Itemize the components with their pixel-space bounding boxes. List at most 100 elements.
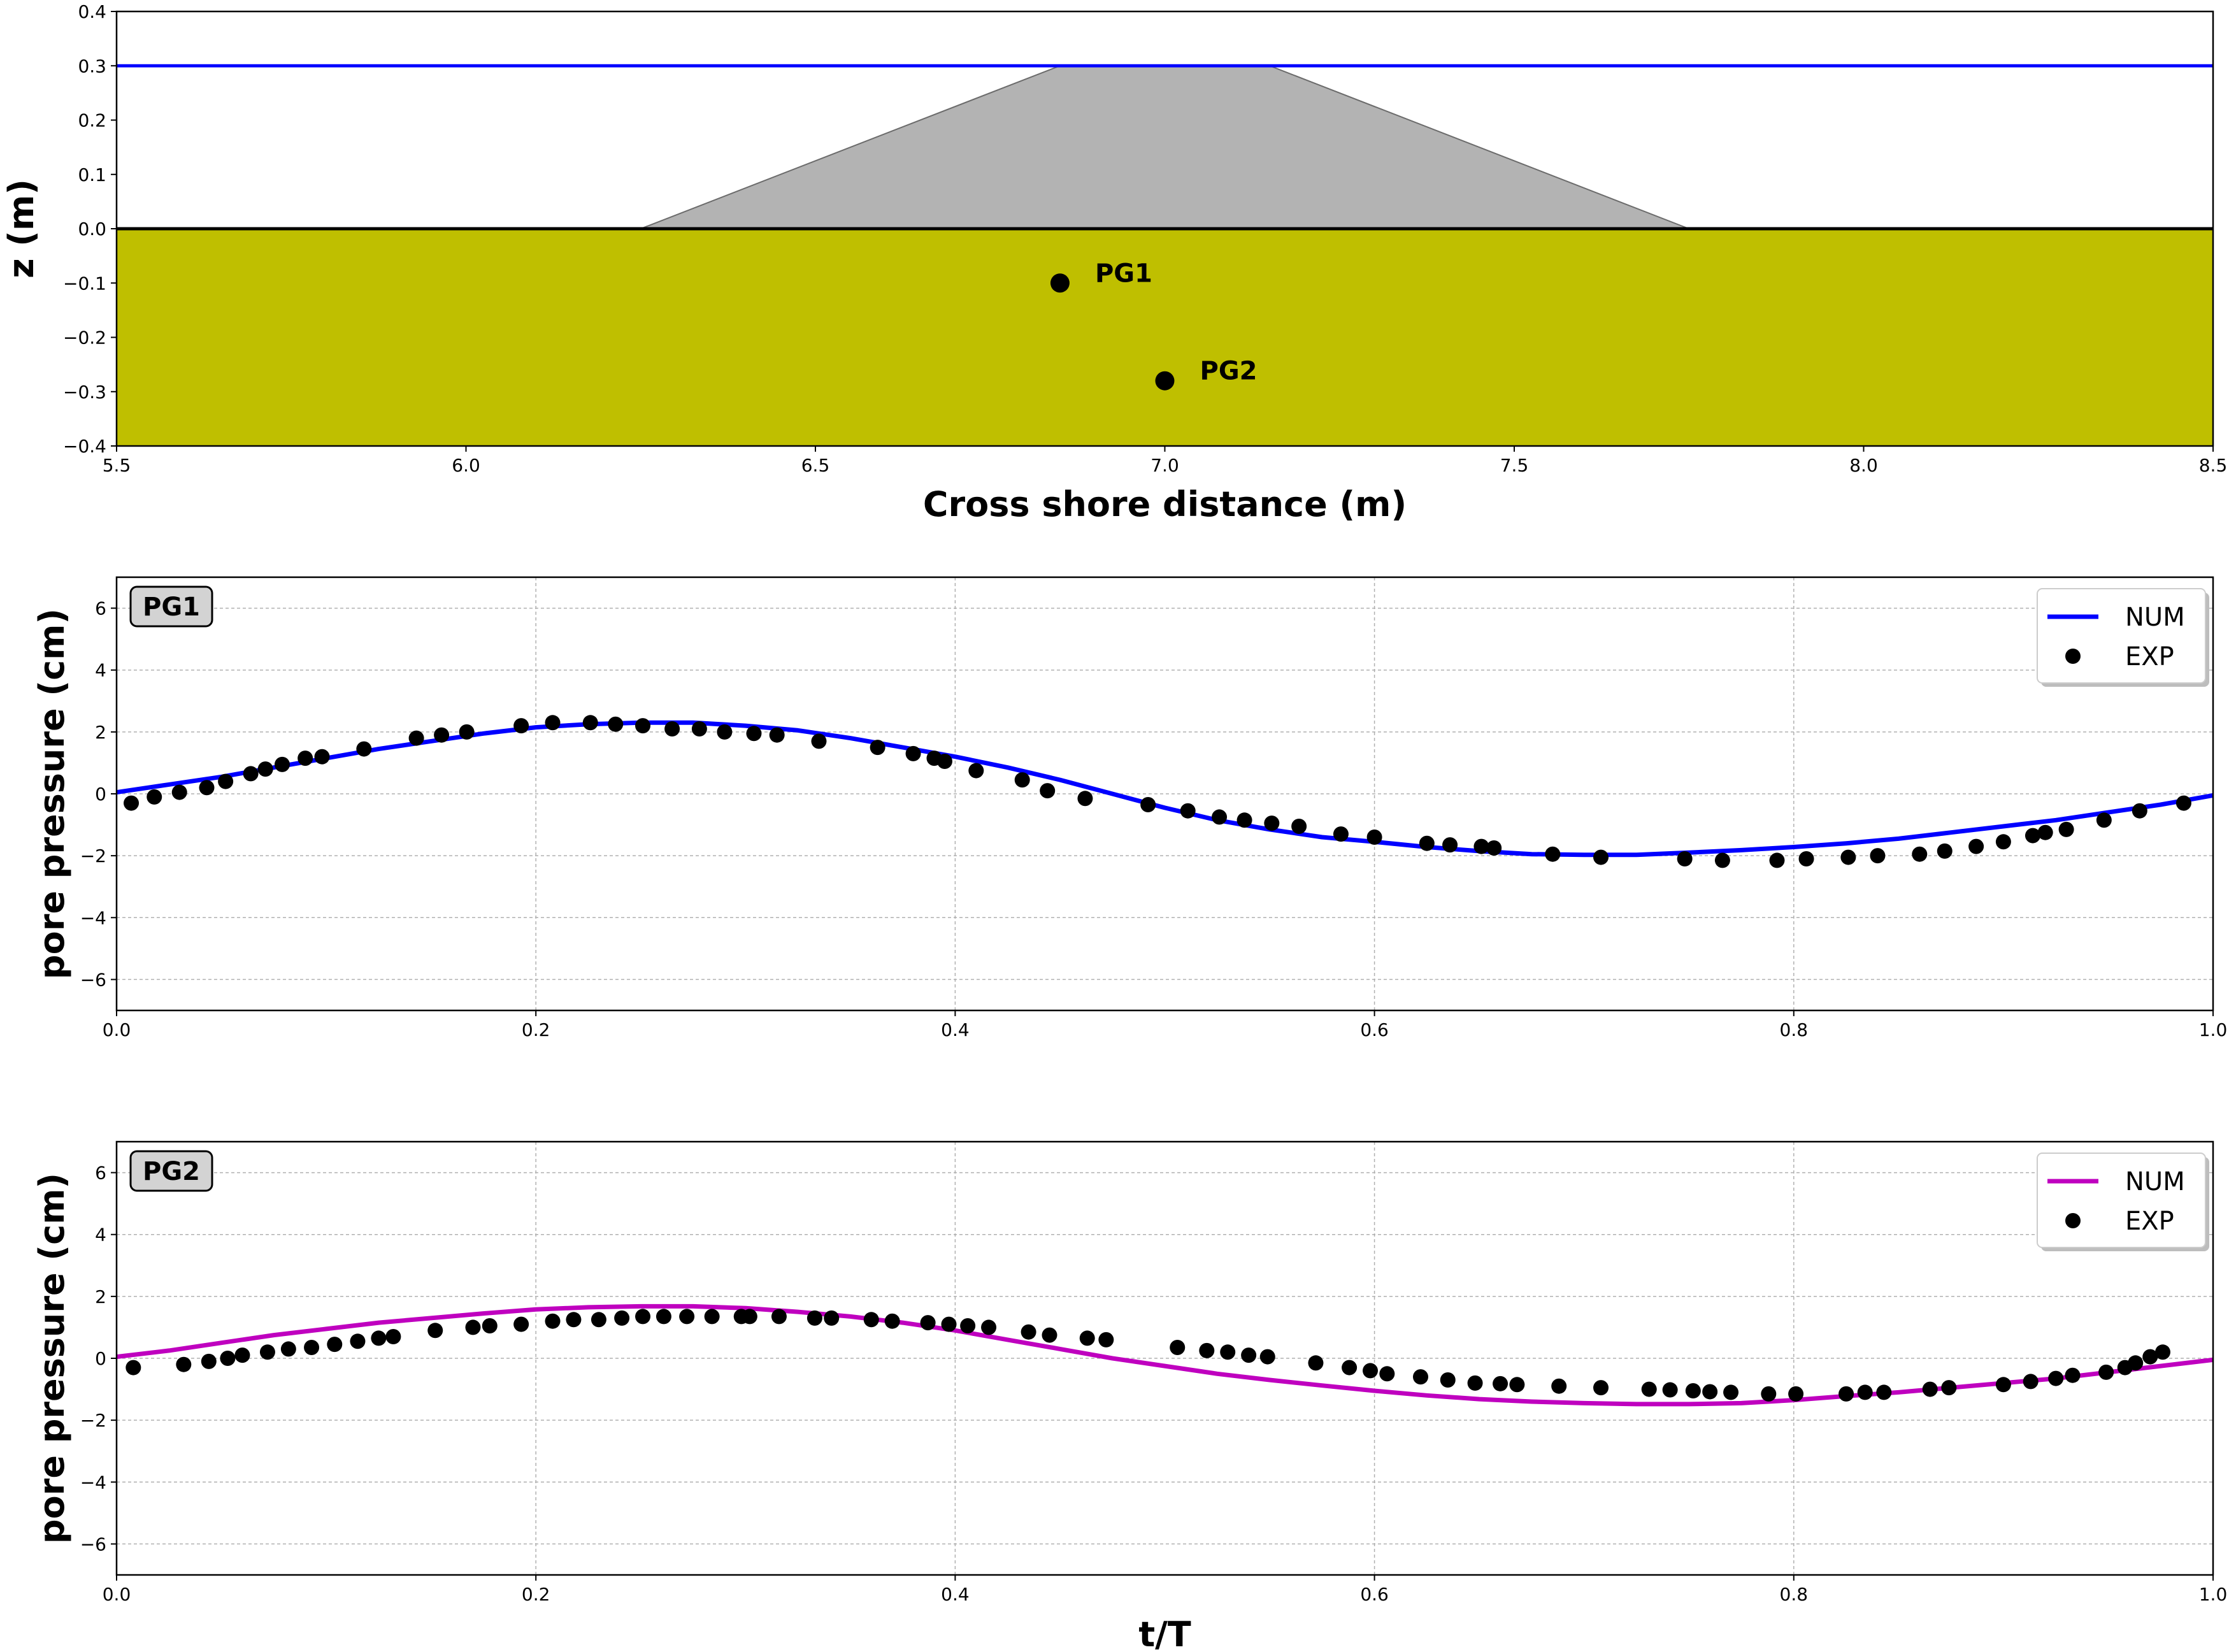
exp-data-point (1509, 1377, 1525, 1393)
exp-data-point (2142, 1349, 2158, 1365)
exp-data-point (656, 1309, 671, 1325)
exp-data-point (545, 1313, 561, 1329)
exp-data-point (1042, 1327, 1057, 1343)
exp-data-point (371, 1330, 387, 1346)
exp-data-point (679, 1309, 695, 1325)
exp-data-point (1702, 1384, 1718, 1400)
y-tick-label: 6 (95, 1163, 106, 1184)
y-tick-label: −2 (80, 1410, 106, 1431)
exp-data-point (1333, 826, 1349, 842)
x-tick-label: 0.8 (1780, 1019, 1809, 1040)
exp-data-point (1419, 835, 1435, 851)
exp-data-point (2048, 1370, 2064, 1386)
exp-data-point (2175, 795, 2191, 811)
x-tick-label: 0.4 (941, 1019, 970, 1040)
exp-data-point (1486, 840, 1502, 856)
exp-data-point (234, 1347, 250, 1363)
exp-data-point (125, 1360, 141, 1375)
exp-data-point (171, 784, 187, 800)
y-tick-label: 0 (95, 784, 106, 805)
seabed-area (117, 229, 2213, 446)
x-tick-label: 0.0 (103, 1584, 131, 1605)
exp-data-point (176, 1356, 192, 1372)
exp-data-point (513, 1316, 529, 1332)
exp-data-point (545, 715, 561, 731)
y-tick-label: 4 (95, 1225, 106, 1246)
y-tick-label: −4 (80, 1472, 106, 1493)
exp-data-point (1264, 815, 1280, 831)
exp-data-point (1241, 1347, 1257, 1363)
x-tick-label: 6.5 (801, 455, 830, 476)
exp-data-point (1685, 1383, 1701, 1398)
exp-data-point (314, 749, 330, 765)
exp-data-point (459, 724, 475, 740)
panel-tag-label: PG1 (143, 593, 200, 622)
exp-data-point (1922, 1381, 1938, 1397)
legend-exp-swatch (2065, 649, 2081, 664)
exp-data-point (1769, 852, 1785, 868)
exp-data-point (1236, 812, 1252, 828)
y-tick-label: 6 (95, 598, 106, 619)
exp-data-point (1021, 1324, 1036, 1340)
exp-data-point (811, 733, 827, 749)
x-tick-label: 1.0 (2199, 1019, 2228, 1040)
exp-data-point (297, 751, 313, 766)
exp-data-point (350, 1333, 366, 1349)
exp-data-point (635, 1309, 651, 1325)
exp-data-point (1199, 1342, 1215, 1358)
exp-data-point (1413, 1369, 1429, 1385)
exp-data-point (1212, 809, 1228, 825)
legend-num-label: NUM (2125, 603, 2185, 632)
exp-data-point (1838, 1386, 1854, 1402)
exp-data-point (465, 1319, 481, 1335)
exp-data-point (1788, 1386, 1804, 1402)
y-axis-label: z (m) (1, 179, 41, 278)
cross-section-panel: PG1 PG2 5.5 6.0 6.5 7.0 7.5 8.0 8.5 −0.4 −0.3 −0.2 −… (1, 1, 2227, 524)
y-tick-label: −6 (80, 969, 106, 990)
legend-exp-swatch (2065, 1213, 2081, 1228)
exp-data-point (824, 1310, 840, 1326)
exp-data-point (1941, 1380, 1957, 1396)
x-tick-label: 0.8 (1780, 1584, 1809, 1605)
x-tick-label: 8.0 (1849, 455, 1878, 476)
exp-data-point (1677, 851, 1693, 866)
x-tick-label: 0.6 (1360, 1584, 1389, 1605)
axes-frame (115, 576, 2214, 1012)
exp-data-point (960, 1318, 976, 1333)
exp-data-point (1545, 846, 1561, 862)
exp-data-point (199, 780, 215, 796)
exp-data-point (427, 1323, 443, 1339)
exp-data-point (356, 741, 372, 757)
num-series-line (116, 1304, 2214, 1407)
exp-data-point (717, 724, 733, 740)
y-tick-label: 0 (95, 1348, 106, 1369)
exp-data-point (280, 1341, 296, 1357)
exp-data-point (2155, 1344, 2171, 1360)
exp-data-point (936, 754, 952, 769)
exp-data-point (2058, 821, 2074, 837)
gauge-marker-pg1 (1050, 273, 1070, 293)
exp-data-point (434, 727, 450, 743)
exp-data-point (1363, 1363, 1379, 1379)
exp-data-point (408, 730, 424, 746)
exp-data-point (1308, 1355, 1324, 1371)
exp-data-point (1723, 1384, 1739, 1400)
exp-data-point (1140, 797, 1156, 812)
gauge-label-pg1: PG1 (1095, 259, 1152, 288)
exp-data-point (2025, 828, 2040, 844)
exp-data-point (1857, 1384, 1873, 1400)
exp-data-point (1840, 849, 1856, 865)
exp-data-point (863, 1312, 879, 1328)
exp-data-point (1995, 1377, 2011, 1393)
exp-data-point (1493, 1375, 1509, 1391)
gauge-marker-pg2 (1155, 371, 1175, 391)
exp-data-point (385, 1329, 401, 1344)
exp-data-point (1995, 834, 2011, 850)
exp-data-point (1170, 1340, 1186, 1355)
exp-data-point (1968, 838, 1984, 854)
exp-data-point (1259, 1349, 1275, 1365)
y-tick-label: 0.4 (78, 1, 106, 22)
exp-data-point (2132, 803, 2147, 819)
y-tick-label: 0.1 (78, 164, 106, 185)
exp-data-point (968, 763, 984, 779)
